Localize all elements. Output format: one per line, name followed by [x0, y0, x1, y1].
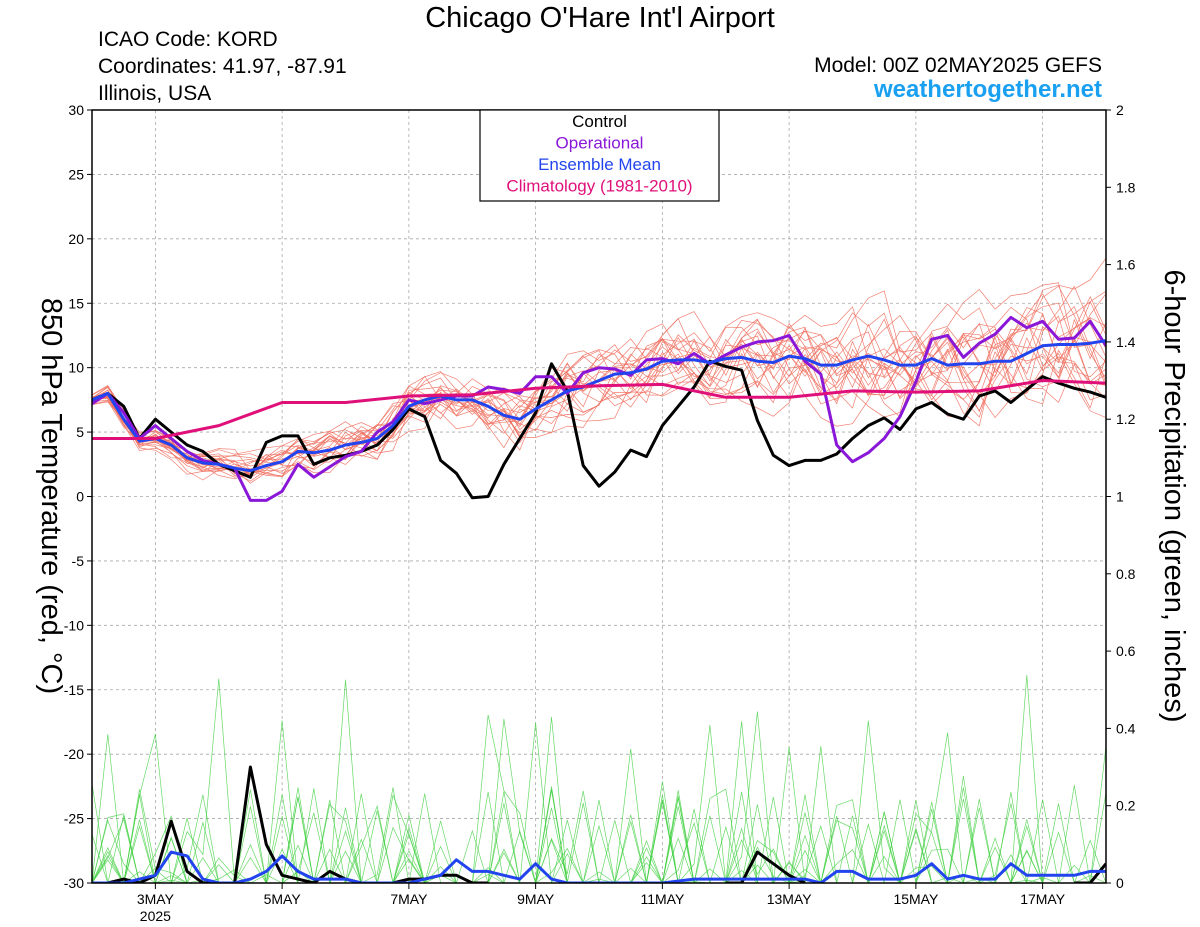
model-run: Model: 00Z 02MAY2025 GEFS — [814, 54, 1102, 77]
y-left-tick-label: 25 — [68, 166, 84, 182]
x-tick-label: 15MAY — [893, 891, 939, 907]
series-precipitation-control — [725, 850, 806, 883]
ensemble-member-temp-line — [92, 285, 1106, 475]
ensemble-member-precip-line — [92, 784, 1106, 883]
ensemble-member-precip-line — [92, 678, 1106, 883]
y-left-tick-label: 30 — [68, 102, 84, 118]
legend: Control Operational Ensemble Mean Climatolo… — [479, 109, 720, 202]
y-left-tick-label: -15 — [64, 682, 84, 698]
x-tick-label: 3MAY — [137, 891, 175, 907]
temperature-series — [92, 315, 1106, 502]
ensemble-member-precip-line — [92, 720, 1106, 883]
x-tick-label: 13MAY — [767, 891, 813, 907]
y-right-tick-label: 1.4 — [1116, 334, 1136, 350]
brand-link[interactable]: weathertogether.net — [873, 76, 1102, 103]
ensemble-member-precip-line — [92, 790, 1106, 883]
y-left-tick-label: -30 — [64, 875, 84, 891]
y-axis-left-label: 850 hPa Temperature (red, °C) — [35, 298, 67, 694]
y-left-tick-label: -10 — [64, 617, 84, 633]
ensemble-member-temp-line — [92, 293, 1106, 477]
x-tick-label: 7MAY — [390, 891, 428, 907]
icao-code: ICAO Code: KORD — [98, 28, 278, 51]
ensemble-member-temp-line — [92, 290, 1106, 472]
series-temperature-climatology-1981-2010 — [92, 379, 1106, 440]
ensemble-member-temp-line — [92, 303, 1106, 475]
y-left-tick-label: 5 — [76, 424, 84, 440]
y-right-tick-label: 0.8 — [1116, 566, 1136, 582]
y-left-tick-label: -25 — [64, 811, 84, 827]
ensemble-member-temp-line — [92, 306, 1106, 472]
y-right-tick-label: 1.8 — [1116, 179, 1136, 195]
ensemble-member-temp-line — [92, 315, 1106, 482]
legend-entry: Ensemble Mean — [538, 155, 661, 174]
legend-entry: Control — [572, 112, 627, 131]
ensemble-member-precip-line — [92, 674, 1106, 883]
grid-lines — [92, 110, 1106, 883]
ensemble-member-temp-line — [92, 282, 1106, 478]
left-axis-ticks: 30 25 20 15 10 5 0 -5 -10 -15 -20 -25 -30 — [64, 102, 92, 891]
station-info: ICAO Code: KORD Coordinates: 41.97, -87.… — [98, 26, 347, 107]
ensemble-member-precip-line — [92, 787, 1106, 883]
ensemble-member-temp-line — [92, 295, 1106, 472]
legend-entry: Climatology (1981-2010) — [506, 177, 692, 196]
x-tick-sublabel: 2025 — [140, 908, 171, 924]
ensemble-member-precip-line — [92, 725, 1106, 883]
x-tick-label: 17MAY — [1020, 891, 1066, 907]
series-precipitation-ensemble-mean — [92, 850, 1106, 883]
legend-entry: Operational — [556, 134, 644, 153]
y-left-tick-label: 10 — [68, 360, 84, 376]
y-left-tick-label: 15 — [68, 295, 84, 311]
series-temperature-operational — [92, 315, 1106, 502]
y-right-tick-label: 0.4 — [1116, 720, 1136, 736]
ensemble-member-precip-line — [92, 679, 1106, 883]
x-tick-label: 5MAY — [264, 891, 302, 907]
y-left-tick-label: -5 — [72, 553, 85, 569]
chart-title: Chicago O'Hare Int'l Airport — [425, 2, 775, 34]
series-temperature-ensemble-mean — [92, 339, 1106, 473]
y-left-tick-label: 0 — [76, 489, 84, 505]
legend-box — [479, 109, 720, 202]
y-right-tick-label: 1.6 — [1116, 257, 1136, 273]
precip-series — [92, 674, 1106, 883]
x-tick-label: 11MAY — [640, 891, 684, 907]
y-right-tick-label: 2 — [1116, 102, 1124, 118]
right-axis-ticks: 2 1.8 1.6 1.4 1.2 1 0.8 0.6 0.4 0.2 0 — [1106, 102, 1136, 891]
series-temperature-control — [92, 359, 1106, 500]
region: Illinois, USA — [98, 82, 212, 105]
y-right-tick-label: 1 — [1116, 489, 1124, 505]
y-left-tick-label: -20 — [64, 746, 84, 762]
y-right-tick-label: 0.2 — [1116, 798, 1136, 814]
x-tick-label: 9MAY — [517, 891, 555, 907]
ensemble-members — [92, 257, 1106, 484]
coordinates: Coordinates: 41.97, -87.91 — [98, 55, 347, 78]
ensemble-member-temp-line — [92, 301, 1106, 474]
y-right-tick-label: 1.2 — [1116, 411, 1136, 427]
ensemble-member-precip-line — [92, 775, 1106, 883]
ensemble-member-precip-line — [92, 748, 1106, 883]
y-axis-right-label: 6-hour Precipitation (green, inches) — [1158, 270, 1190, 723]
y-right-tick-label: 0.6 — [1116, 643, 1136, 659]
y-right-tick-label: 0 — [1116, 875, 1124, 891]
y-left-tick-label: 20 — [68, 231, 84, 247]
